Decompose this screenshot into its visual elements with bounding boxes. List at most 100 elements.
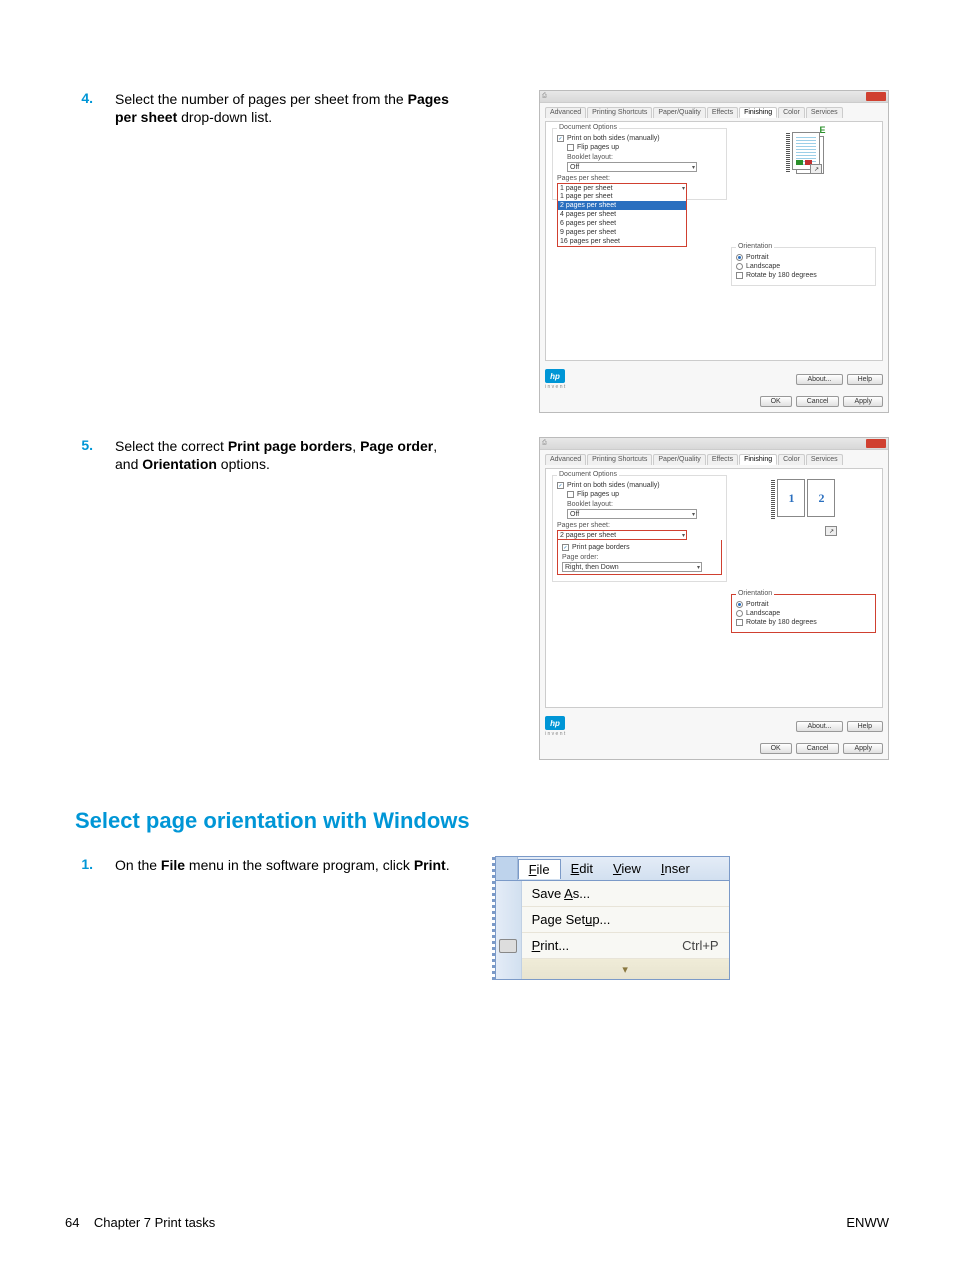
tabs-bar: Advanced Printing Shortcuts Paper/Qualit… xyxy=(545,454,883,465)
portrait-label: Portrait xyxy=(746,254,769,261)
tab-advanced[interactable]: Advanced xyxy=(545,454,586,465)
menubar: File Edit View Inser xyxy=(496,857,729,881)
help-button[interactable]: Help xyxy=(847,374,883,385)
tab-finishing[interactable]: Finishing xyxy=(739,454,777,465)
preview-letter: E xyxy=(819,125,825,135)
bold-text: Print xyxy=(414,857,446,873)
preview-page-2: 2 xyxy=(807,479,835,517)
menubar-insert[interactable]: Inser xyxy=(651,859,700,878)
rotate-checkbox[interactable] xyxy=(736,619,743,626)
print-borders-checkbox[interactable]: ✓ xyxy=(562,544,569,551)
print-both-sides-checkbox[interactable]: ✓ xyxy=(557,135,564,142)
tab-advanced[interactable]: Advanced xyxy=(545,107,586,118)
tabs-bar: Advanced Printing Shortcuts Paper/Qualit… xyxy=(545,107,883,118)
pages-per-sheet-label: Pages per sheet: xyxy=(557,175,722,182)
preview-page-1: 1 xyxy=(777,479,805,517)
bold-text: Print page borders xyxy=(228,438,352,454)
rotate-label: Rotate by 180 degrees xyxy=(746,272,817,279)
pages-per-sheet-dropdown: 1 page per sheet 2 pages per sheet 4 pag… xyxy=(557,192,687,247)
dropdown-item[interactable]: 4 pages per sheet xyxy=(558,210,686,219)
tab-effects[interactable]: Effects xyxy=(707,107,738,118)
pages-per-sheet-combo[interactable]: 2 pages per sheet xyxy=(557,530,687,540)
rotate-checkbox[interactable] xyxy=(736,272,743,279)
cancel-button[interactable]: Cancel xyxy=(796,743,840,754)
portrait-radio[interactable] xyxy=(736,601,743,608)
menu-item-save-as[interactable]: Save As... xyxy=(522,881,729,907)
print-both-sides-checkbox[interactable]: ✓ xyxy=(557,482,564,489)
step-text: Select the correct Print page borders, P… xyxy=(115,437,455,473)
tab-finishing[interactable]: Finishing xyxy=(739,107,777,118)
bold-text: Page order xyxy=(360,438,433,454)
apply-button[interactable]: Apply xyxy=(843,743,883,754)
flip-pages-checkbox[interactable] xyxy=(567,144,574,151)
section-title: Select page orientation with Windows xyxy=(75,808,889,834)
menubar-edit[interactable]: Edit xyxy=(561,859,603,878)
landscape-radio[interactable] xyxy=(736,610,743,617)
page-preview: E ↗ xyxy=(743,132,863,187)
about-button[interactable]: About... xyxy=(796,721,842,732)
shortcut-label: Ctrl+P xyxy=(682,938,718,953)
dropdown-item[interactable]: 6 pages per sheet xyxy=(558,219,686,228)
text: drop-down list. xyxy=(177,109,272,125)
booklet-layout-combo[interactable]: Off xyxy=(567,162,697,172)
print-both-sides-label: Print on both sides (manually) xyxy=(567,135,660,142)
tab-services[interactable]: Services xyxy=(806,107,843,118)
rotate-label: Rotate by 180 degrees xyxy=(746,619,817,626)
page-order-combo[interactable]: Right, then Down xyxy=(562,562,702,572)
menubar-view[interactable]: View xyxy=(603,859,651,878)
menu-expand[interactable]: ▾ xyxy=(522,959,729,979)
print-preferences-dialog: ⎙ Advanced Printing Shortcuts Paper/Qual… xyxy=(539,90,889,413)
page-order-label: Page order: xyxy=(562,554,717,561)
combo-value: 1 page per sheet xyxy=(560,185,613,192)
menu-item-print[interactable]: Print... Ctrl+P xyxy=(522,933,729,959)
step-text: Select the number of pages per sheet fro… xyxy=(115,90,455,126)
tab-color[interactable]: Color xyxy=(778,107,805,118)
close-icon[interactable] xyxy=(866,92,886,101)
landscape-radio[interactable] xyxy=(736,263,743,270)
flip-pages-checkbox[interactable] xyxy=(567,491,574,498)
print-both-sides-label: Print on both sides (manually) xyxy=(567,482,660,489)
tab-paper-quality[interactable]: Paper/Quality xyxy=(653,107,705,118)
hp-logo: hp xyxy=(545,369,565,383)
dropdown-item[interactable]: 1 page per sheet xyxy=(558,192,686,201)
about-button[interactable]: About... xyxy=(796,374,842,385)
booklet-layout-combo[interactable]: Off xyxy=(567,509,697,519)
print-borders-label: Print page borders xyxy=(572,544,630,551)
text: Select the number of pages per sheet fro… xyxy=(115,91,408,107)
pages-per-sheet-combo[interactable]: 1 page per sheet 1 page per sheet 2 page… xyxy=(557,183,687,193)
portrait-label: Portrait xyxy=(746,601,769,608)
text: , xyxy=(352,438,360,454)
booklet-layout-label: Booklet layout: xyxy=(567,154,722,161)
tab-paper-quality[interactable]: Paper/Quality xyxy=(653,454,705,465)
portrait-radio[interactable] xyxy=(736,254,743,261)
tab-color[interactable]: Color xyxy=(778,454,805,465)
close-icon[interactable] xyxy=(866,439,886,448)
tab-shortcuts[interactable]: Printing Shortcuts xyxy=(587,107,652,118)
text: . xyxy=(446,857,450,873)
ok-button[interactable]: OK xyxy=(760,743,792,754)
dialog-titlebar: ⎙ xyxy=(540,91,888,103)
chapter-label: Chapter 7 Print tasks xyxy=(94,1215,215,1230)
pages-per-sheet-label: Pages per sheet: xyxy=(557,522,722,529)
tab-services[interactable]: Services xyxy=(806,454,843,465)
text: Select the correct xyxy=(115,438,228,454)
landscape-label: Landscape xyxy=(746,610,780,617)
tab-effects[interactable]: Effects xyxy=(707,454,738,465)
landscape-label: Landscape xyxy=(746,263,780,270)
flip-pages-label: Flip pages up xyxy=(577,144,619,151)
menubar-file[interactable]: File xyxy=(518,859,561,879)
dropdown-item[interactable]: 9 pages per sheet xyxy=(558,228,686,237)
tab-shortcuts[interactable]: Printing Shortcuts xyxy=(587,454,652,465)
help-button[interactable]: Help xyxy=(847,721,883,732)
page-number: 64 xyxy=(65,1215,79,1230)
document-options-label: Document Options xyxy=(557,471,619,478)
page-flip-icon: ↗ xyxy=(810,164,822,174)
menu-item-page-setup[interactable]: Page Setup... xyxy=(522,907,729,933)
cancel-button[interactable]: Cancel xyxy=(796,396,840,407)
dropdown-item[interactable]: 2 pages per sheet xyxy=(558,201,686,210)
apply-button[interactable]: Apply xyxy=(843,396,883,407)
page-flip-icon: ↗ xyxy=(825,526,837,536)
text: menu in the software program, click xyxy=(185,857,414,873)
ok-button[interactable]: OK xyxy=(760,396,792,407)
dropdown-item[interactable]: 16 pages per sheet xyxy=(558,237,686,246)
